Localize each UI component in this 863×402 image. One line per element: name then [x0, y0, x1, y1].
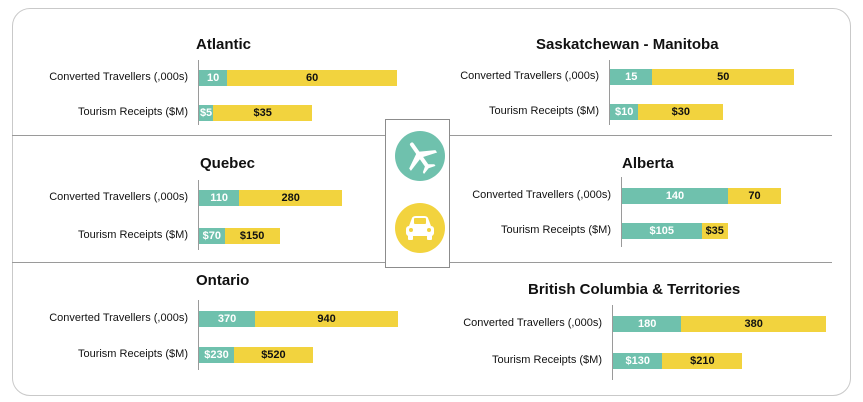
row-label: Converted Travellers (,000s) — [49, 71, 188, 83]
region-title-atlantic: Atlantic — [196, 36, 252, 53]
infographic-card — [12, 8, 851, 396]
bar-segment-other: 50 — [652, 69, 794, 85]
divider-top — [12, 135, 386, 136]
stacked-bar: 140 70 — [622, 188, 781, 204]
bar-segment-converted: 180 — [613, 316, 682, 332]
bar-segment-other: 380 — [681, 316, 826, 332]
stacked-bar: 10 60 — [199, 70, 397, 86]
stacked-bar: 370 940 — [199, 311, 398, 327]
axis-line-ontario — [198, 300, 199, 370]
icon-panel — [385, 119, 450, 268]
stacked-bar: 110 280 — [199, 190, 342, 206]
divider-top-right — [449, 135, 832, 136]
row-label: Tourism Receipts ($M) — [77, 229, 188, 241]
bar-segment-converted: 140 — [622, 188, 728, 204]
divider-bottom-right — [449, 262, 832, 263]
bar-segment-converted: $70 — [199, 228, 225, 244]
region-title-ontario: Ontario — [196, 272, 250, 289]
stacked-bar: 180 380 — [613, 316, 826, 332]
bar-segment-other: 280 — [239, 190, 342, 206]
bar-segment-converted: $5 — [199, 105, 214, 121]
bar-segment-converted: $10 — [610, 104, 639, 120]
bar-segment-converted: $130 — [613, 353, 663, 369]
row-label: Tourism Receipts ($M) — [491, 354, 602, 366]
divider-bottom — [12, 262, 386, 263]
bar-segment-converted: 110 — [199, 190, 240, 206]
axis-line-british-columbia-and-territories — [612, 305, 613, 380]
stacked-bar: $130 $210 — [613, 353, 743, 369]
airplane-icon — [395, 131, 445, 181]
bar-segment-other: $30 — [638, 104, 724, 120]
stacked-bar: $105 $35 — [622, 223, 728, 239]
bar-segment-other: $210 — [662, 353, 743, 369]
row-label: Tourism Receipts ($M) — [488, 105, 599, 117]
bar-segment-converted: 10 — [199, 70, 228, 86]
region-title-alberta: Alberta — [622, 155, 674, 172]
bar-segment-converted: $105 — [622, 223, 702, 239]
row-label: Tourism Receipts ($M) — [500, 224, 611, 236]
row-label: Tourism Receipts ($M) — [77, 348, 188, 360]
bar-segment-other: $520 — [233, 347, 313, 363]
stacked-bar: $230 $520 — [199, 347, 313, 363]
car-icon — [395, 203, 445, 253]
row-label: Tourism Receipts ($M) — [77, 106, 188, 118]
bar-segment-other: 70 — [728, 188, 781, 204]
row-label: Converted Travellers (,000s) — [472, 189, 611, 201]
bar-segment-other: $35 — [701, 223, 728, 239]
region-title-saskatchewan-manitoba: Saskatchewan - Manitoba — [536, 36, 719, 53]
region-title-quebec: Quebec — [200, 155, 256, 172]
axis-line-atlantic — [198, 60, 199, 125]
row-label: Converted Travellers (,000s) — [49, 312, 188, 324]
bar-segment-converted: 370 — [199, 311, 256, 327]
stacked-bar: 15 50 — [610, 69, 794, 85]
bar-segment-converted: $230 — [199, 347, 234, 363]
stacked-bar: $5 $35 — [199, 105, 313, 121]
stacked-bar: $70 $150 — [199, 228, 280, 244]
axis-line-quebec — [198, 180, 199, 250]
row-label: Converted Travellers (,000s) — [463, 317, 602, 329]
stacked-bar: $10 $30 — [610, 104, 724, 120]
axis-line-saskatchewan-manitoba — [609, 60, 610, 125]
row-label: Converted Travellers (,000s) — [49, 191, 188, 203]
region-title-british-columbia-and-territories: British Columbia & Territories — [528, 281, 741, 298]
bar-segment-other: 940 — [255, 311, 398, 327]
bar-segment-converted: 15 — [610, 69, 653, 85]
row-label: Converted Travellers (,000s) — [460, 70, 599, 82]
axis-line-alberta — [621, 177, 622, 247]
bar-segment-other: 60 — [227, 70, 397, 86]
bar-segment-other: $35 — [213, 105, 313, 121]
bar-segment-other: $150 — [224, 228, 280, 244]
